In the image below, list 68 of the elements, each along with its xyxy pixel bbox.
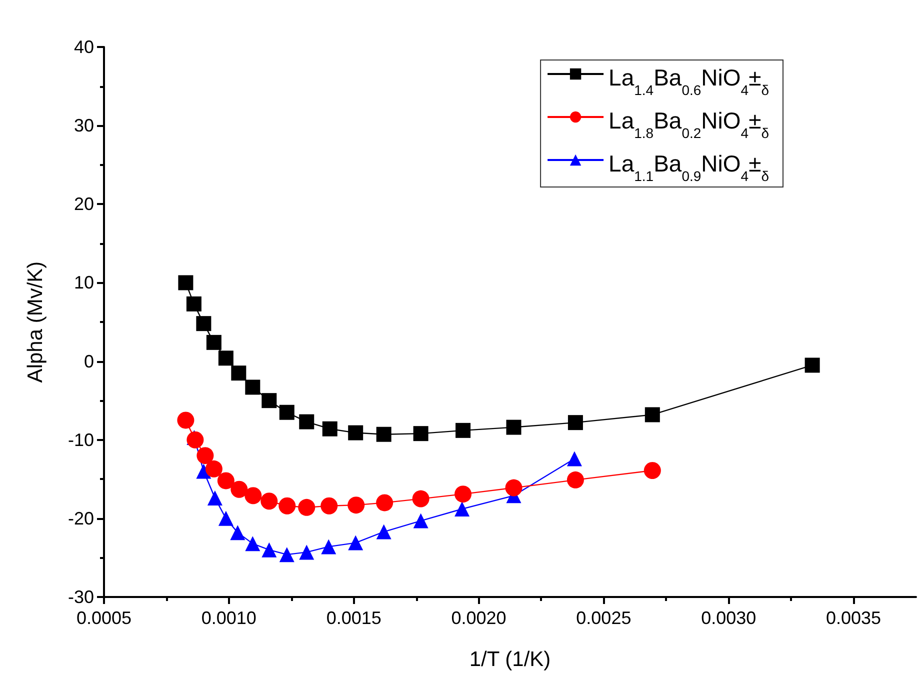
point xyxy=(298,498,316,516)
point xyxy=(231,366,246,381)
y-tick-label: 40 xyxy=(74,37,94,57)
x-tick-label: 0.0035 xyxy=(826,608,882,628)
point xyxy=(568,415,583,430)
point xyxy=(186,431,204,448)
x-tick-label: 0.0025 xyxy=(576,608,632,628)
point xyxy=(244,487,262,504)
point xyxy=(566,451,582,466)
point xyxy=(299,414,314,430)
y-tick-label: -10 xyxy=(68,430,94,450)
point xyxy=(566,471,584,488)
point xyxy=(196,464,212,479)
point xyxy=(321,539,336,554)
point xyxy=(456,422,471,438)
point xyxy=(218,350,234,366)
point xyxy=(413,513,428,528)
point xyxy=(279,547,294,562)
point xyxy=(348,496,365,514)
point xyxy=(217,472,234,490)
x-axis-title: 1/T (1/K) xyxy=(469,648,551,671)
point xyxy=(322,421,338,436)
point xyxy=(279,404,294,420)
x-tick-label: 0.0010 xyxy=(201,608,256,628)
y-axis-title: Alpha (Mv/K) xyxy=(24,261,47,383)
point xyxy=(413,426,428,442)
point xyxy=(206,334,222,350)
point xyxy=(230,525,246,540)
point xyxy=(245,380,260,395)
point xyxy=(505,479,522,496)
point xyxy=(278,497,296,514)
point xyxy=(454,486,472,503)
point xyxy=(196,447,214,464)
point xyxy=(260,492,278,510)
point xyxy=(376,524,392,540)
point xyxy=(644,462,661,479)
point xyxy=(454,502,470,516)
point xyxy=(506,420,522,435)
point xyxy=(230,480,248,498)
y-tick-label: -20 xyxy=(68,508,94,528)
point xyxy=(644,407,660,422)
y-tick-label: 20 xyxy=(74,194,94,214)
point xyxy=(262,542,277,558)
point xyxy=(177,412,194,429)
point xyxy=(376,494,394,512)
point xyxy=(196,316,212,332)
point xyxy=(186,296,202,312)
x-tick-label: 0.0020 xyxy=(451,608,506,628)
point xyxy=(348,425,364,440)
point xyxy=(804,358,820,373)
x-tick-label: 0.0030 xyxy=(701,608,756,628)
point xyxy=(348,535,364,550)
point xyxy=(299,544,314,560)
y-tick-label: 10 xyxy=(74,272,94,293)
point xyxy=(218,510,234,526)
point xyxy=(412,490,430,508)
point xyxy=(178,275,194,290)
point xyxy=(262,393,277,408)
y-tick-label: -30 xyxy=(68,587,94,607)
point xyxy=(205,460,222,478)
x-tick-label: 0.0005 xyxy=(76,608,132,628)
point xyxy=(376,426,392,442)
point xyxy=(207,490,222,506)
point xyxy=(245,536,260,552)
point xyxy=(320,497,338,514)
y-tick-label: 0 xyxy=(84,351,94,372)
y-tick-label: 30 xyxy=(74,116,94,136)
x-tick-label: 0.0015 xyxy=(326,608,382,628)
